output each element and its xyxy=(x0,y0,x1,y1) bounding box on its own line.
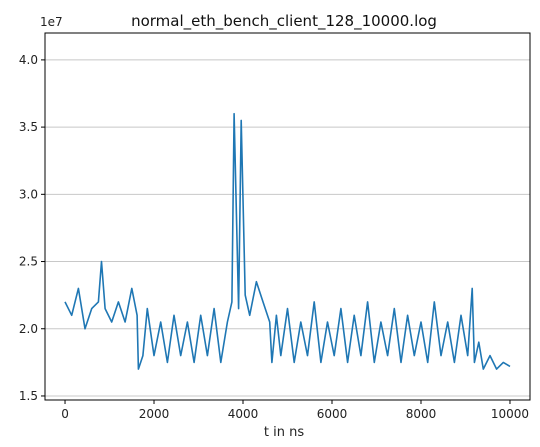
y-tick-label: 4.0 xyxy=(19,53,38,67)
x-tick-label: 2000 xyxy=(139,407,170,421)
y-tick-label: 3.0 xyxy=(19,187,38,201)
x-axis: 0 2000 4000 6000 8000 10000 xyxy=(61,400,529,421)
grid-layer xyxy=(45,59,530,397)
y-tick-label: 2.0 xyxy=(19,322,38,336)
x-axis-label: t in ns xyxy=(264,425,304,440)
x-tick-label: 10000 xyxy=(491,407,529,421)
y-axis: 1.5 2.0 2.5 3.0 3.5 4.0 xyxy=(19,53,45,403)
y-offset-label: 1e7 xyxy=(40,15,63,29)
y-tick-label: 3.5 xyxy=(19,120,38,134)
x-tick-label: 8000 xyxy=(406,407,437,421)
y-tick-label: 2.5 xyxy=(19,255,38,269)
plot-frame xyxy=(44,32,531,401)
x-tick-label: 0 xyxy=(61,407,69,421)
x-tick-label: 6000 xyxy=(317,407,348,421)
y-tick-label: 1.5 xyxy=(19,389,38,403)
series-line xyxy=(64,112,511,370)
x-tick-label: 4000 xyxy=(228,407,259,421)
chart-title: normal_eth_bench_client_128_10000.log xyxy=(131,12,437,31)
series-layer xyxy=(64,112,511,370)
